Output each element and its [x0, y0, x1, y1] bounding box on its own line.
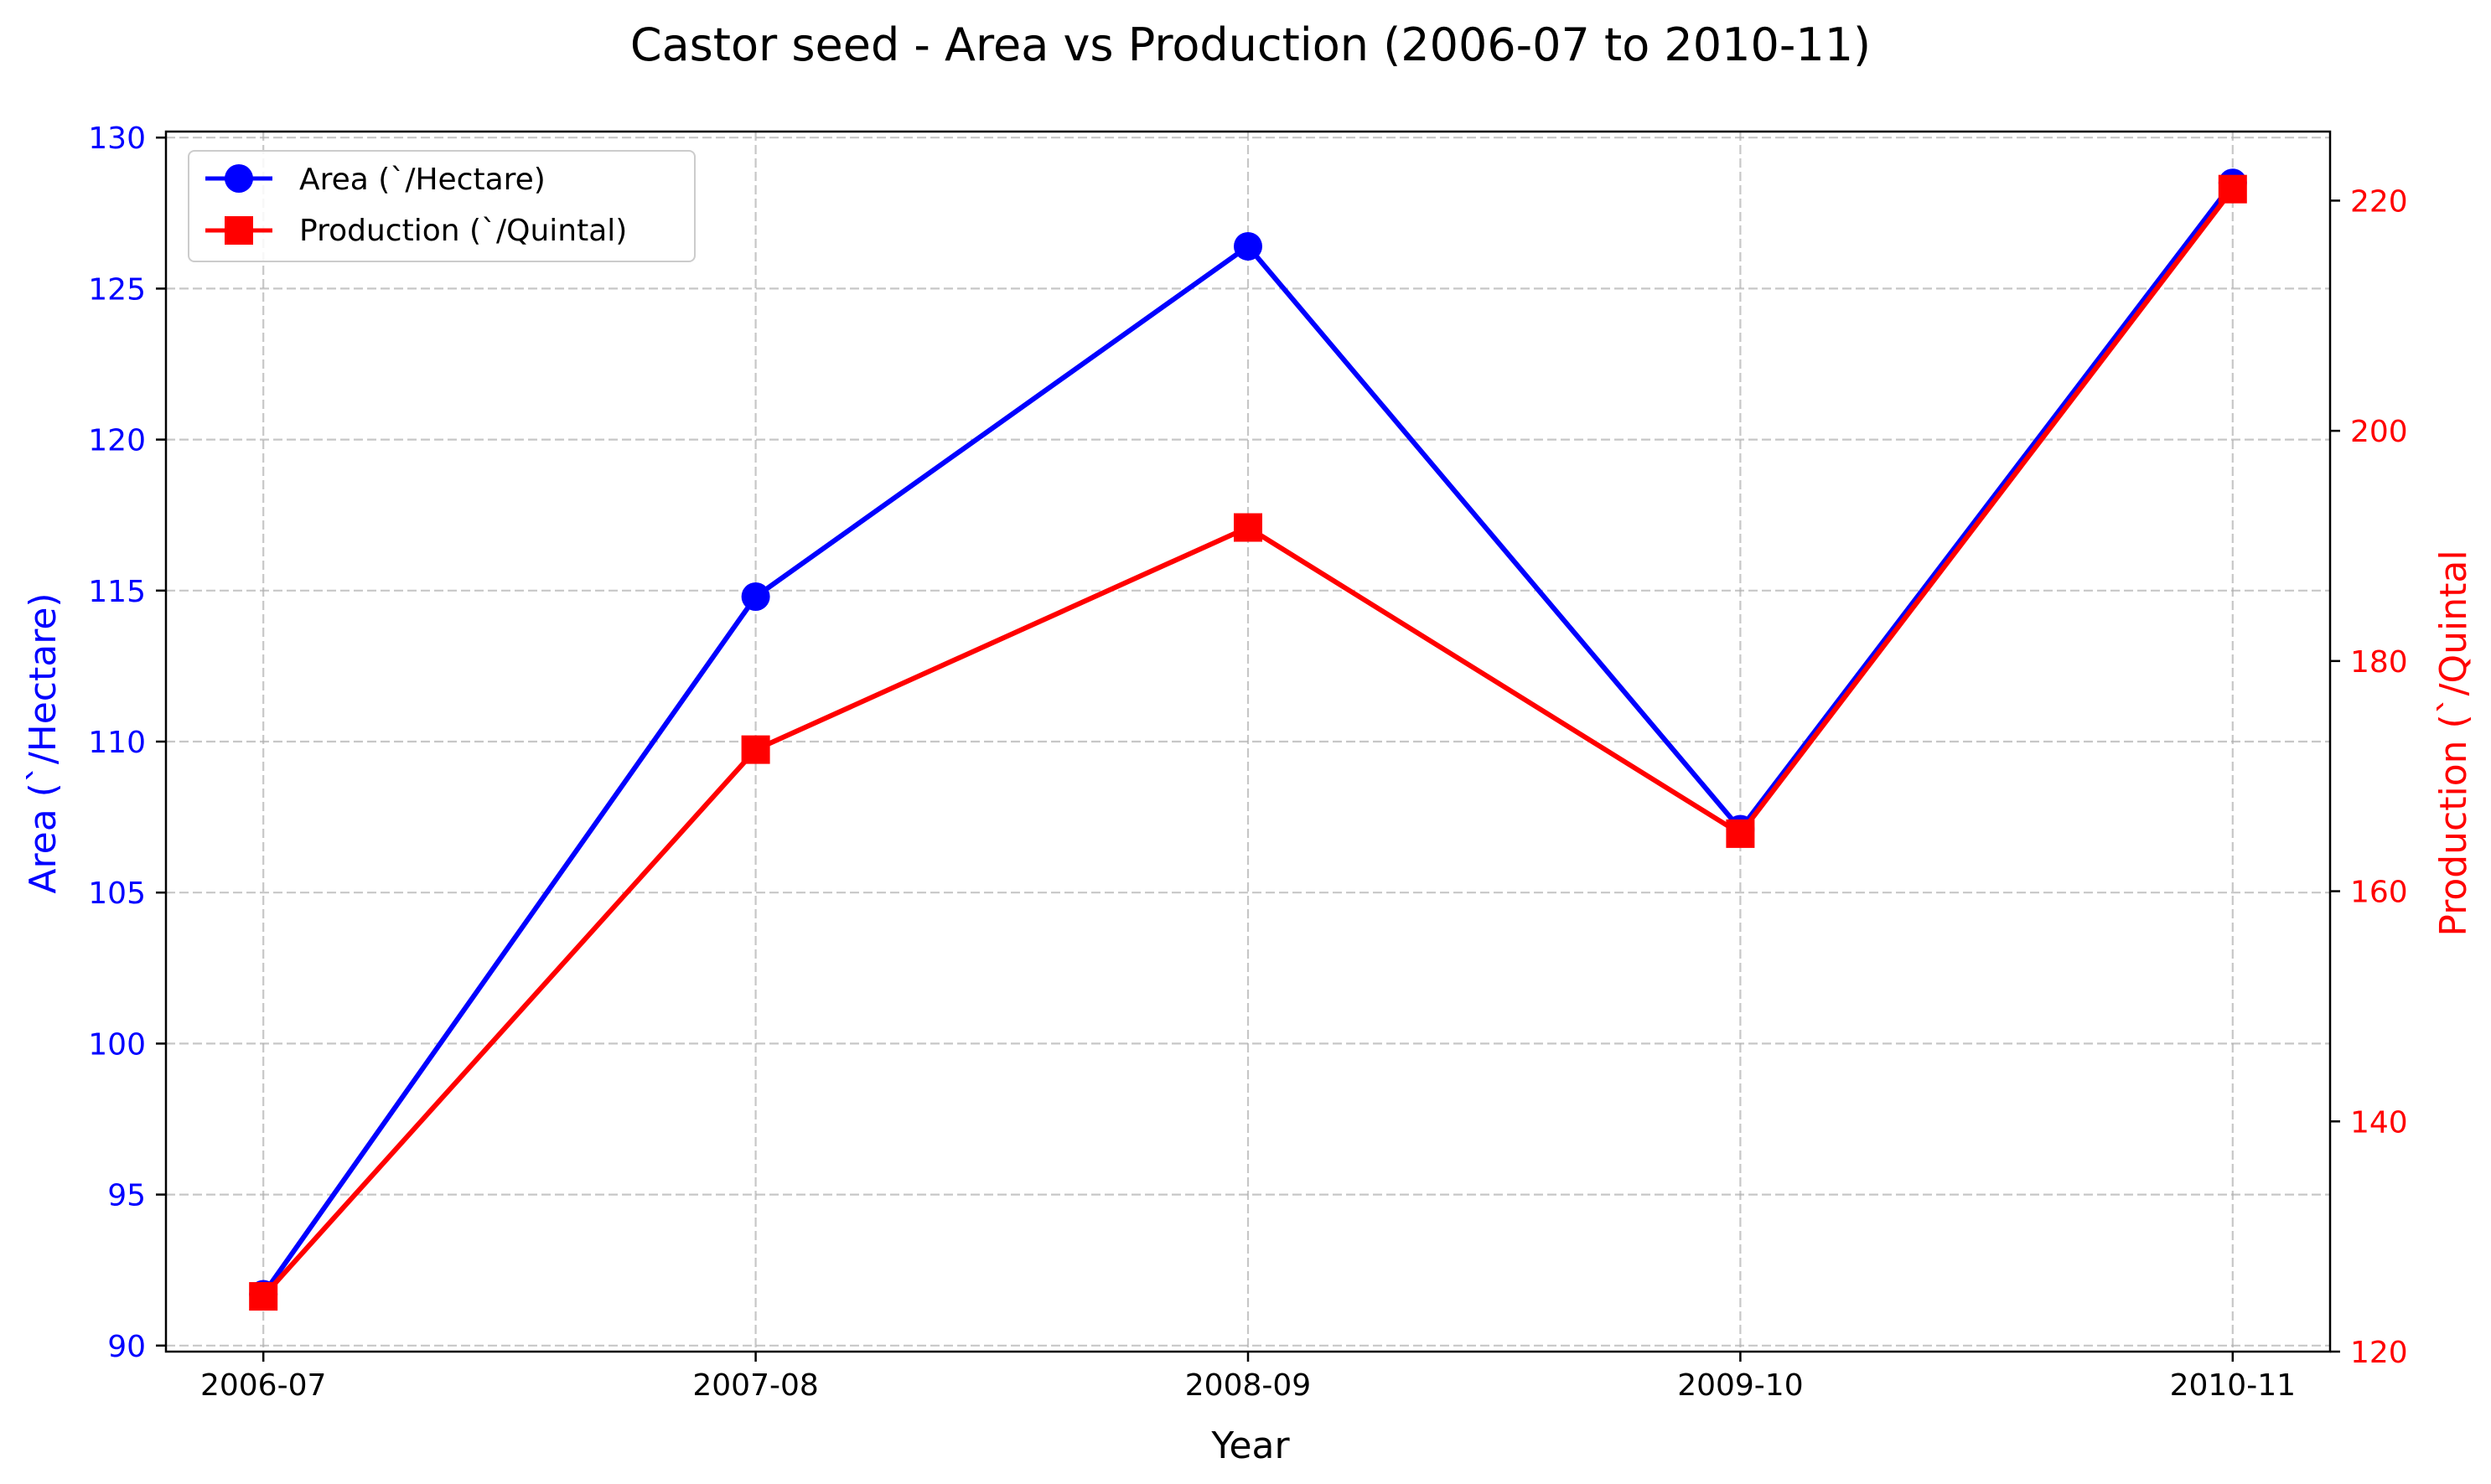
x-tick-label: 2006-07 [200, 1368, 326, 1403]
x-axis-label: Year [1210, 1425, 1290, 1467]
legend-entry-area: Area (`/Hectare) [205, 163, 546, 197]
data-point-production [1234, 513, 1262, 542]
data-point-production [741, 735, 770, 764]
x-tick-label: 2009-10 [1677, 1368, 1803, 1403]
data-point-area [741, 582, 770, 612]
legend-entry-production: Production (`/Quintal) [205, 214, 627, 248]
y-right-tick-label: 160 [2350, 876, 2408, 910]
data-point-production [2218, 174, 2247, 204]
legend-circle-marker [225, 164, 253, 193]
legend-label-production: Production (`/Quintal) [299, 214, 627, 248]
y-left-tick-label: 90 [107, 1330, 146, 1364]
y-left-tick-label: 120 [88, 424, 146, 458]
y-left-tick-label: 115 [88, 575, 146, 609]
y-left-tick-label: 125 [88, 272, 146, 307]
legend-box [188, 150, 696, 262]
y-right-tick-label: 120 [2350, 1336, 2408, 1370]
y-right-tick-label: 200 [2350, 415, 2408, 449]
grid-lines [166, 132, 2330, 1352]
x-tick-label: 2007-08 [692, 1368, 818, 1403]
y-right-tick-label: 180 [2350, 645, 2408, 680]
y-right-axis-label: Production (`/Quintal [2432, 550, 2475, 936]
legend-square-marker [225, 216, 253, 245]
y-left-tick-label: 95 [107, 1179, 146, 1213]
x-tick-label: 2008-09 [1185, 1368, 1311, 1403]
legend-label-area: Area (`/Hectare) [299, 163, 546, 197]
y-left-tick-label: 130 [88, 122, 146, 156]
series-layer [249, 168, 2247, 1311]
y-right-tick-label: 140 [2350, 1105, 2408, 1140]
y-left-tick-label: 100 [88, 1027, 146, 1062]
axes: 2006-07 2007-08 2008-09 2009-10 2010-11 90 95 1… [88, 122, 2407, 1403]
y-right-tick-label: 220 [2350, 184, 2408, 219]
y-left-tick-label: 110 [88, 726, 146, 760]
legend: Area (`/Hectare) Production (`/Quintal) [188, 150, 696, 262]
x-tick-label: 2010-11 [2170, 1368, 2296, 1403]
chart-title: Castor seed - Area vs Production (2006-0… [630, 18, 1871, 71]
data-point-area [1234, 231, 1262, 261]
data-point-production [1726, 819, 1755, 848]
y-left-tick-label: 105 [88, 876, 146, 911]
y-left-axis-label: Area (`/Hectare) [22, 592, 65, 893]
data-point-production [249, 1282, 278, 1311]
